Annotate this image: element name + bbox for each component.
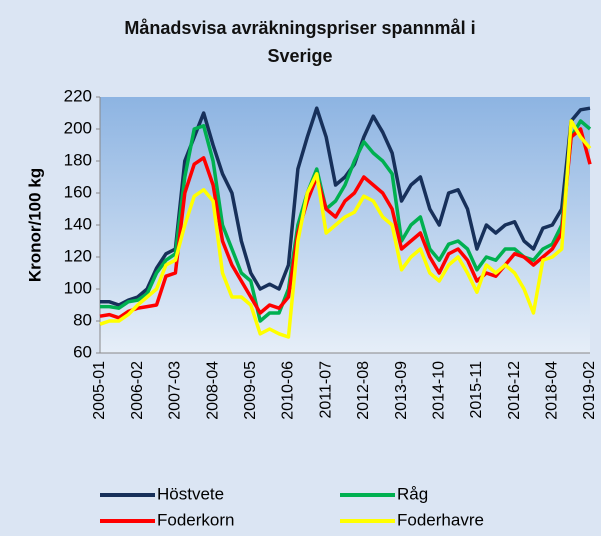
x-tick-label: 2015-11 — [468, 361, 485, 419]
x-tick-label: 2009-05 — [242, 361, 259, 420]
y-tick-label: 80 — [73, 310, 92, 329]
y-axis-label: Kronor/100 kg — [25, 168, 44, 282]
legend-label: Foderhavre — [397, 510, 484, 529]
y-tick-label: 100 — [64, 278, 92, 297]
x-tick-label: 2010-06 — [280, 361, 297, 420]
x-tick-label: 2012-08 — [355, 361, 372, 420]
y-tick-label: 120 — [64, 246, 92, 265]
series-line — [99, 127, 592, 320]
y-tick-label: 200 — [64, 118, 92, 137]
x-tick-label: 2019-02 — [581, 361, 598, 420]
series-line — [99, 119, 592, 339]
legend-label: Foderkorn — [157, 510, 234, 529]
legend-label: Råg — [397, 484, 428, 503]
y-tick-label: 180 — [64, 150, 92, 169]
y-tick-label: 220 — [64, 86, 92, 105]
x-tick-label: 2013-09 — [393, 361, 410, 420]
series-line — [100, 119, 592, 323]
y-tick-label: 60 — [73, 342, 92, 361]
x-tick-label: 2018-04 — [544, 361, 561, 420]
y-tick-label: 160 — [64, 182, 92, 201]
x-tick-label: 2005-01 — [91, 361, 108, 420]
x-tick-label: 2008-04 — [204, 361, 221, 420]
chart-title: Månadsvisa avräkningspriser spannmål i S… — [124, 18, 476, 66]
y-tick-label: 140 — [64, 214, 92, 233]
legend-label: Höstvete — [157, 484, 224, 503]
x-tick-label: 2014-10 — [430, 361, 447, 420]
x-tick-label: 2007-03 — [167, 361, 184, 420]
x-tick-label: 2006-02 — [129, 361, 146, 420]
x-tick-label: 2011-07 — [317, 361, 334, 419]
x-tick-label: 2016-12 — [506, 361, 523, 420]
